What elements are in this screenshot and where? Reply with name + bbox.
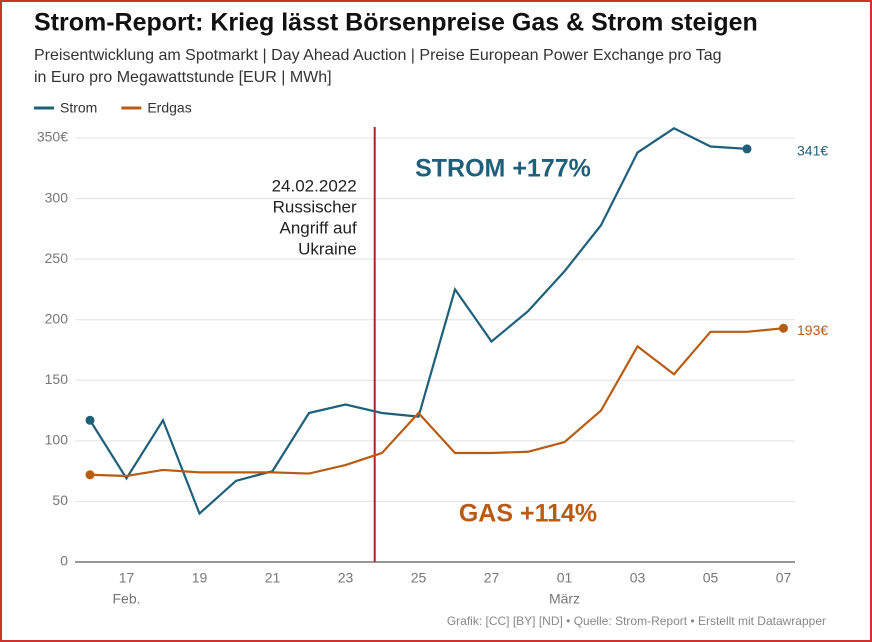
series-line <box>89 127 748 516</box>
x-tick-label: 17 <box>119 570 135 586</box>
end-marker <box>85 415 95 425</box>
y-tick-label: 350€ <box>37 129 68 145</box>
x-tick-label: 23 <box>338 570 354 586</box>
y-tick-label: 150 <box>45 371 69 387</box>
y-tick-label: 200 <box>45 310 69 326</box>
y-tick-label: 0 <box>60 553 68 569</box>
x-tick-label: 03 <box>630 570 646 586</box>
chart-title: Strom-Report: Krieg lässt Börsenpreise G… <box>34 9 758 37</box>
series-line <box>89 327 784 478</box>
y-tick-label: 50 <box>52 492 68 508</box>
x-tick-label: 25 <box>411 570 427 586</box>
end-marker <box>779 323 788 333</box>
callout: GAS +114% <box>459 500 597 528</box>
event-label: Angriff auf <box>280 218 357 237</box>
subtitle: Preisentwicklung am Spotmarkt | Day Ahea… <box>34 47 722 64</box>
x-tick-label: 27 <box>484 570 500 586</box>
legend-label: Strom <box>60 100 97 116</box>
x-tick-label: 01 <box>557 570 573 586</box>
y-tick-label: 250 <box>45 250 69 266</box>
x-tick-label: 07 <box>776 570 792 586</box>
month-label: März <box>549 591 580 607</box>
y-tick-label: 300 <box>45 189 69 205</box>
callout: STROM +177% <box>415 155 591 183</box>
x-tick-label: 21 <box>265 570 281 586</box>
source: Grafik: [CC] [BY] [ND] • Quelle: Strom-R… <box>447 614 826 628</box>
end-marker <box>742 144 752 154</box>
x-tick-label: 19 <box>192 570 208 586</box>
month-label: Feb. <box>112 591 140 607</box>
event-label: Ukraine <box>298 239 357 258</box>
subtitle: in Euro pro Megawattstunde [EUR | MWh] <box>34 69 332 86</box>
event-label: Russischer <box>273 197 357 216</box>
value-label: 193€ <box>797 322 828 338</box>
x-tick-label: 05 <box>703 570 719 586</box>
value-label: 341€ <box>797 143 828 159</box>
y-tick-label: 100 <box>45 432 69 448</box>
end-marker <box>85 470 95 480</box>
legend-label: Erdgas <box>147 100 191 116</box>
event-label: 24.02.2022 <box>272 176 357 195</box>
